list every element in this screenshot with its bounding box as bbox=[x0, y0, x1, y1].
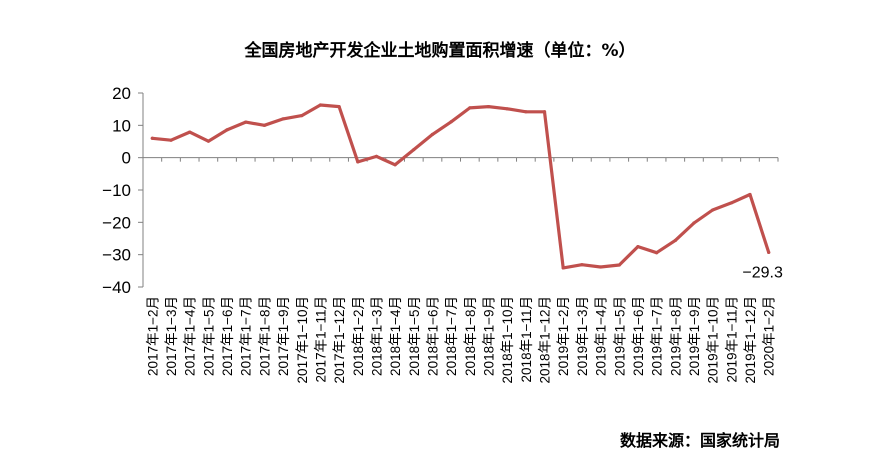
data-point bbox=[206, 139, 210, 143]
data-point bbox=[356, 160, 360, 164]
data-point bbox=[524, 110, 528, 114]
y-tick-label: −20 bbox=[102, 213, 131, 232]
data-point bbox=[225, 128, 229, 132]
data-point bbox=[692, 221, 696, 225]
data-point bbox=[337, 104, 341, 109]
x-tick-label: 2018年1−8月 bbox=[463, 296, 478, 376]
data-point bbox=[393, 163, 397, 167]
data-label: −29.3 bbox=[742, 264, 783, 281]
x-tick-label: 2019年1−12月 bbox=[743, 296, 758, 383]
x-tick-label: 2017年1−10月 bbox=[295, 296, 310, 383]
data-point bbox=[244, 120, 248, 124]
y-axis: 20 10 0 −10 −20 −30 −40 bbox=[102, 84, 144, 297]
x-tick-label: 2018年1−2月 bbox=[351, 296, 366, 376]
x-tick-label: 2017年1−9月 bbox=[276, 296, 291, 376]
chart-title: 全国房地产开发企业土地购置面积增速（单位：%） bbox=[244, 41, 636, 61]
data-point bbox=[767, 250, 771, 255]
data-point bbox=[505, 107, 509, 111]
data-point bbox=[374, 154, 379, 158]
x-tick-label: 2020年1−2月 bbox=[762, 296, 777, 376]
data-point bbox=[430, 132, 435, 136]
x-tick-label: 2017年1−7月 bbox=[239, 296, 254, 376]
data-point bbox=[561, 266, 565, 270]
x-tick-label: 2018年1−10月 bbox=[500, 296, 515, 383]
data-point bbox=[673, 238, 677, 243]
x-tick-label: 2017年1−2月 bbox=[145, 296, 160, 376]
x-tick-label: 2018年1−4月 bbox=[388, 296, 403, 376]
x-tick-label: 2019年1−5月 bbox=[612, 296, 627, 376]
data-point bbox=[468, 106, 472, 110]
y-tick-label: 10 bbox=[112, 116, 131, 135]
x-tick-label: 2018年1−9月 bbox=[482, 296, 497, 376]
x-tick-label: 2019年1−6月 bbox=[631, 296, 646, 376]
data-point bbox=[655, 251, 659, 255]
data-point bbox=[449, 120, 453, 124]
x-tick-label: 2017年1−6月 bbox=[220, 296, 235, 376]
y-tick-label: −10 bbox=[102, 181, 131, 200]
data-point bbox=[636, 244, 640, 249]
series-layer bbox=[150, 103, 771, 270]
x-tick-label: 2018年1−5月 bbox=[407, 296, 422, 376]
x-tick-label: 2018年1−6月 bbox=[425, 296, 440, 376]
source-note: 数据来源：国家统计局 bbox=[619, 431, 780, 450]
data-point bbox=[150, 136, 154, 140]
data-point bbox=[580, 263, 584, 267]
data-point bbox=[281, 117, 285, 121]
data-point bbox=[486, 104, 491, 109]
x-tick-label: 2019年1−7月 bbox=[650, 296, 665, 376]
x-tick-label: 2018年1−7月 bbox=[444, 296, 459, 376]
x-axis: 2017年1−2月 2017年1−3月 2017年1−4月 2017年1−5月 2017… bbox=[142, 157, 779, 383]
y-tick-label: 0 bbox=[122, 149, 131, 168]
data-point bbox=[542, 110, 547, 114]
x-tick-label: 2017年1−3月 bbox=[164, 296, 179, 376]
data-point bbox=[412, 147, 416, 152]
data-point bbox=[300, 114, 304, 118]
x-tick-label: 2017年1−4月 bbox=[183, 296, 198, 376]
x-tick-label: 2019年1−2月 bbox=[556, 296, 571, 376]
data-point bbox=[598, 265, 603, 269]
data-point bbox=[318, 103, 323, 107]
x-tick-label: 2019年1−10月 bbox=[706, 296, 721, 383]
x-tick-label: 2019年1−3月 bbox=[575, 296, 590, 376]
data-point bbox=[748, 192, 752, 197]
x-tick-label: 2017年1−8月 bbox=[257, 296, 272, 376]
x-tick-label: 2019年1−9月 bbox=[687, 296, 702, 376]
data-point bbox=[729, 201, 733, 205]
data-point bbox=[711, 208, 715, 212]
x-tick-label: 2018年1−11月 bbox=[519, 296, 534, 382]
x-tick-label: 2019年1−4月 bbox=[594, 296, 609, 376]
x-tick-label: 2019年1−8月 bbox=[668, 296, 683, 376]
data-point bbox=[188, 130, 192, 134]
series-line bbox=[150, 103, 771, 270]
data-point bbox=[169, 138, 173, 142]
x-tick-label: 2017年1−5月 bbox=[201, 296, 216, 376]
x-tick-label: 2018年1−3月 bbox=[369, 296, 384, 376]
y-tick-label: −30 bbox=[102, 246, 131, 265]
data-point bbox=[262, 123, 266, 127]
y-tick-label: 20 bbox=[112, 84, 131, 103]
data-point bbox=[617, 263, 621, 267]
y-tick-label: −40 bbox=[102, 278, 131, 297]
x-tick-label: 2018年1−12月 bbox=[538, 296, 553, 383]
x-tick-label: 2017年1−11月 bbox=[313, 296, 328, 382]
x-tick-label: 2019年1−11月 bbox=[724, 296, 739, 382]
annotation-layer: −29.3 bbox=[742, 264, 783, 281]
x-tick-label: 2017年1−12月 bbox=[332, 296, 347, 383]
